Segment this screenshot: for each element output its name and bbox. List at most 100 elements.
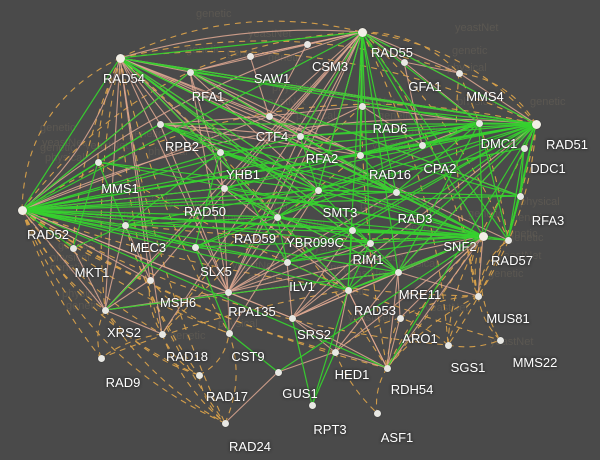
node-gus1[interactable] — [274, 368, 282, 376]
edge-physical — [386, 317, 401, 369]
node-rpb2[interactable] — [156, 120, 164, 128]
edge-genetic — [198, 374, 226, 424]
node-mre11[interactable] — [394, 268, 402, 276]
node-ctf4[interactable] — [265, 112, 273, 120]
node-rdh54[interactable] — [383, 364, 391, 372]
node-rfa3[interactable] — [516, 192, 524, 200]
edge-yeastNet — [361, 31, 509, 241]
node-ilv1[interactable] — [283, 258, 291, 266]
edge-yeastNet — [277, 235, 484, 373]
node-mms4[interactable] — [455, 69, 463, 77]
edge-genetic — [479, 235, 501, 341]
node-rpt3[interactable] — [308, 401, 316, 409]
node-aro1[interactable] — [396, 314, 404, 322]
node-ybr099c[interactable] — [348, 226, 356, 234]
edge-genetic — [100, 333, 163, 359]
edge-yeastNet — [194, 246, 288, 263]
node-dmc1[interactable] — [475, 119, 483, 127]
edge-yeastNet — [228, 332, 279, 373]
node-rad9[interactable] — [97, 354, 105, 362]
node-mec3[interactable] — [121, 221, 129, 229]
node-rad3[interactable] — [392, 188, 400, 196]
edge-physical — [334, 235, 484, 353]
node-label-ddc1: DDC1 — [530, 161, 566, 176]
node-rad50[interactable] — [220, 184, 228, 192]
edge-yeastNet — [124, 147, 525, 226]
node-csm3[interactable] — [303, 40, 311, 48]
node-label-csm3: CSM3 — [311, 59, 349, 74]
node-label-rad55: RAD55 — [371, 45, 413, 60]
node-rfa1[interactable] — [186, 68, 194, 76]
edge-yeastNet — [359, 122, 480, 156]
node-rad54[interactable] — [115, 53, 125, 63]
node-label-rad6: RAD6 — [372, 121, 408, 136]
edge-yeastNet — [97, 123, 161, 163]
edge-physical — [386, 235, 484, 369]
node-rpa135[interactable] — [224, 288, 232, 296]
edge-genetic — [21, 209, 479, 297]
node-ddc1[interactable] — [520, 144, 528, 152]
node-rad6[interactable] — [358, 102, 366, 110]
node-rad52[interactable] — [17, 205, 27, 215]
node-rad53[interactable] — [344, 286, 352, 294]
node-cst9[interactable] — [225, 329, 233, 337]
node-label-mkt1: MKT1 — [74, 265, 110, 280]
node-label-rad9: RAD9 — [105, 375, 141, 390]
node-smt3[interactable] — [314, 186, 322, 194]
node-hed1[interactable] — [331, 348, 339, 356]
node-label-smt3: SMT3 — [322, 205, 358, 220]
node-rad18[interactable] — [158, 330, 166, 338]
node-mms1[interactable] — [94, 158, 102, 166]
node-gfa1[interactable] — [400, 58, 408, 66]
edge-genetic — [21, 209, 230, 334]
node-rad16[interactable] — [356, 151, 364, 159]
node-yhb1[interactable] — [216, 148, 224, 156]
edge-yeastNet — [361, 31, 480, 124]
edge-yeastNet — [21, 209, 353, 231]
node-rad55[interactable] — [357, 27, 367, 37]
node-rfa2[interactable] — [296, 132, 304, 140]
node-label-mre11: MRE11 — [398, 287, 442, 302]
node-rad17[interactable] — [195, 371, 203, 379]
edge-yeastNet — [219, 151, 484, 237]
node-mus81[interactable] — [474, 292, 482, 300]
node-rad24[interactable] — [221, 419, 229, 427]
node-saw1[interactable] — [246, 52, 254, 60]
edge-physical — [458, 72, 537, 125]
node-rad57[interactable] — [504, 236, 512, 244]
node-label-gfa1: GFA1 — [408, 79, 442, 94]
edge-yeastNet — [21, 122, 480, 211]
edge-yeastNet — [299, 123, 537, 137]
node-cpa2[interactable] — [418, 141, 426, 149]
edge-yeastNet — [124, 224, 484, 237]
node-label-mms1: MMS1 — [101, 181, 139, 196]
node-rim1[interactable] — [366, 239, 374, 247]
edge-yeastNet — [311, 289, 349, 406]
node-rad59[interactable] — [273, 213, 281, 221]
node-slx5[interactable] — [191, 243, 199, 251]
edge-physical — [403, 61, 460, 74]
node-msh6[interactable] — [146, 276, 154, 284]
node-mms22[interactable] — [496, 336, 504, 344]
node-sgs1[interactable] — [444, 341, 452, 349]
node-rad51[interactable] — [531, 119, 541, 129]
edge-physical — [361, 105, 423, 146]
edge-physical — [223, 187, 349, 291]
edge-physical — [159, 123, 361, 156]
edge-physical — [124, 224, 151, 281]
node-label-rad52: RAD52 — [27, 227, 69, 242]
node-snf2[interactable] — [478, 231, 488, 241]
edge-genetic — [21, 209, 336, 353]
node-xrs2[interactable] — [101, 306, 109, 314]
node-asf1[interactable] — [373, 409, 381, 417]
node-srs2[interactable] — [288, 314, 296, 322]
edge-genetic — [386, 235, 484, 369]
edge-yeastNet — [21, 31, 363, 211]
edge-yeastNet — [21, 209, 388, 369]
edge-yeastNet — [276, 216, 484, 237]
node-mkt1[interactable] — [69, 244, 77, 252]
edge-yeastNet — [276, 122, 480, 218]
node-label-sgs1: SGS1 — [450, 360, 486, 375]
